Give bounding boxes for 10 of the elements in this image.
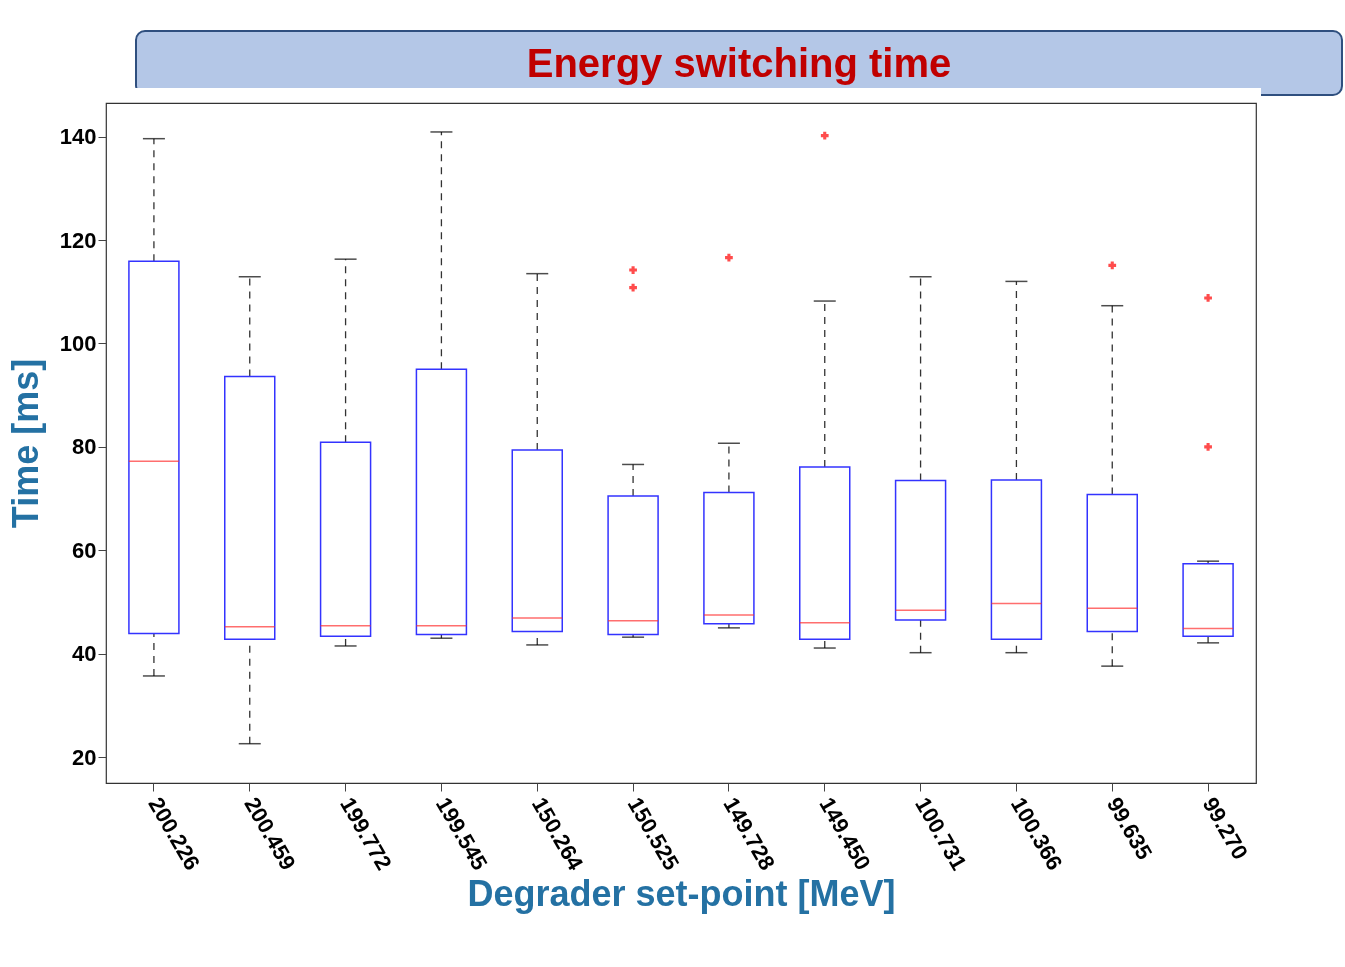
y-tick-label: 140 [59,124,97,150]
y-tick-label: 120 [59,227,97,253]
y-axis-title: Time [ms] [4,358,46,529]
y-tick-label: 60 [72,537,97,563]
y-tick-label: 100 [59,330,97,356]
y-tick-label: 80 [72,434,97,460]
y-tick-label: 20 [72,744,97,770]
chart-title: Energy switching time [135,30,1343,96]
x-axis-title: Degrader set-point [MeV] [467,872,896,914]
y-tick-label: 40 [72,641,97,667]
